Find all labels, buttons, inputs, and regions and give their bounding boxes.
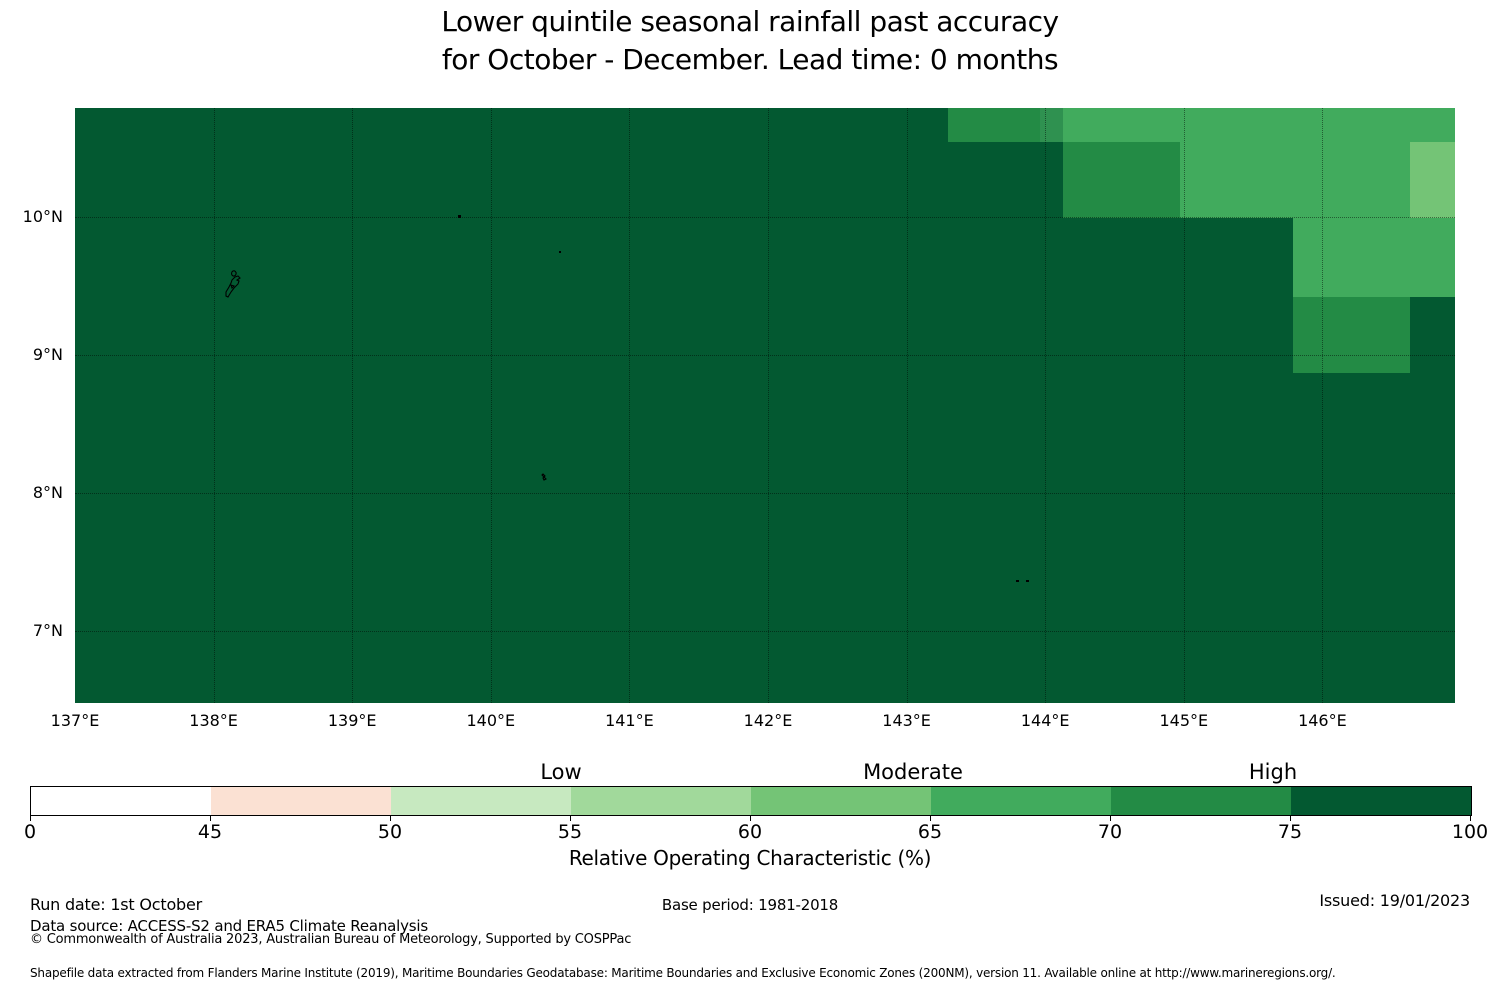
colorbar-tick-mark xyxy=(210,816,211,821)
shapefile-note-text: Shapefile data extracted from Flanders M… xyxy=(30,966,1336,980)
base-period-text: Base period: 1981-2018 xyxy=(661,896,839,914)
colorbar-segment-45-50 xyxy=(211,787,391,815)
gridline-meridian xyxy=(768,108,769,703)
x-tick-label: 139°E xyxy=(327,711,377,730)
gridline-meridian xyxy=(1322,108,1324,703)
colorbar-tick-label: 100 xyxy=(1451,821,1489,843)
colorbar-tick-label: 55 xyxy=(557,821,583,843)
gridline-meridian xyxy=(1183,108,1185,703)
x-tick-label: 145°E xyxy=(1159,711,1209,730)
colorbar-axis-label: Relative Operating Characteristic (%) xyxy=(568,846,932,870)
colorbar-tick-label: 65 xyxy=(917,821,943,843)
roc-cell-65-70 xyxy=(1293,218,1455,297)
island-outlines xyxy=(225,215,1029,582)
colorbar-tick-mark xyxy=(1110,816,1111,821)
gridline-meridian xyxy=(906,108,908,703)
roc-cell-65-70 xyxy=(1180,142,1410,218)
gridline-parallel xyxy=(75,355,1455,356)
figure-title: Lower quintile seasonal rainfall past ac… xyxy=(0,3,1500,79)
roc-cell-70-75 xyxy=(948,108,1040,142)
y-tick-label: 7°N xyxy=(32,621,63,640)
gridline-parallel xyxy=(75,631,1455,632)
copyright-text: © Commonwealth of Australia 2023, Austra… xyxy=(30,932,632,947)
colorbar-category-label: Moderate xyxy=(863,760,963,784)
colorbar-tick-mark xyxy=(570,816,571,821)
title-line-2: for October - December. Lead time: 0 mon… xyxy=(441,43,1059,76)
colorbar-segment-0-45 xyxy=(31,787,211,815)
data-source-text: Data source: ACCESS-S2 and ERA5 Climate … xyxy=(30,917,428,935)
title-line-1: Lower quintile seasonal rainfall past ac… xyxy=(441,5,1059,38)
y-tick-label: 9°N xyxy=(32,345,63,364)
x-tick-label: 143°E xyxy=(882,711,931,730)
gridline-parallel xyxy=(75,493,1455,494)
colorbar-tick-label: 70 xyxy=(1097,821,1123,843)
colorbar-segment-50-55 xyxy=(391,787,571,815)
island-outline xyxy=(225,270,241,298)
x-tick-label: 140°E xyxy=(466,711,516,730)
colorbar-tick-mark xyxy=(1470,816,1471,821)
colorbar-tick-label: 50 xyxy=(377,821,403,843)
x-tick-label: 138°E xyxy=(189,711,238,730)
gridline-meridian xyxy=(213,108,215,703)
colorbar-tick-mark xyxy=(750,816,751,821)
x-tick-label: 141°E xyxy=(605,711,654,730)
run-date-text: Run date: 1st October xyxy=(30,895,203,914)
roc-cell-60-65 xyxy=(1410,142,1455,218)
colorbar-tick-mark xyxy=(930,816,931,821)
colorbar xyxy=(30,786,1472,816)
y-tick-label: 8°N xyxy=(32,483,63,502)
roc-cell-70-75 xyxy=(1063,142,1180,218)
x-tick-label: 142°E xyxy=(743,711,793,730)
x-tick-label: 137°E xyxy=(50,711,100,730)
gridline-meridian xyxy=(629,108,631,703)
x-tick-label: 144°E xyxy=(1020,711,1070,730)
colorbar-tick-label: 45 xyxy=(197,821,223,843)
roc-cell-70-75 xyxy=(1293,297,1410,373)
colorbar-segment-75-100 xyxy=(1291,787,1471,815)
x-tick-label: 146°E xyxy=(1298,711,1347,730)
map-plot xyxy=(75,108,1455,703)
gridline-parallel xyxy=(75,217,1455,218)
gridline-meridian xyxy=(490,108,492,703)
colorbar-segment-70-75 xyxy=(1111,787,1291,815)
roc-cell-70-75 xyxy=(1040,108,1063,142)
colorbar-tick-mark xyxy=(390,816,391,821)
gridline-meridian xyxy=(1045,108,1047,703)
colorbar-tick-label: 60 xyxy=(737,821,763,843)
island-outline xyxy=(1016,580,1019,582)
colorbar-segment-60-65 xyxy=(751,787,931,815)
colorbar-tick-mark xyxy=(30,816,31,821)
colorbar-tick-label: 75 xyxy=(1277,821,1303,843)
island-outline xyxy=(1026,580,1029,582)
island-outline xyxy=(541,473,547,481)
colorbar-category-label: Low xyxy=(540,760,582,784)
colorbar-tick-mark xyxy=(1290,816,1291,821)
colorbar-segment-55-60 xyxy=(571,787,751,815)
colorbar-category-label: High xyxy=(1248,760,1298,784)
y-tick-label: 10°N xyxy=(22,207,63,226)
island-outline xyxy=(458,215,461,218)
colorbar-segment-65-70 xyxy=(931,787,1111,815)
colorbar-tick-label: 0 xyxy=(23,821,37,843)
island-outline xyxy=(559,251,561,253)
roc-cell-65-70 xyxy=(1063,108,1455,142)
issued-date-text: Issued: 19/01/2023 xyxy=(1319,891,1470,910)
gridline-meridian xyxy=(352,108,354,703)
